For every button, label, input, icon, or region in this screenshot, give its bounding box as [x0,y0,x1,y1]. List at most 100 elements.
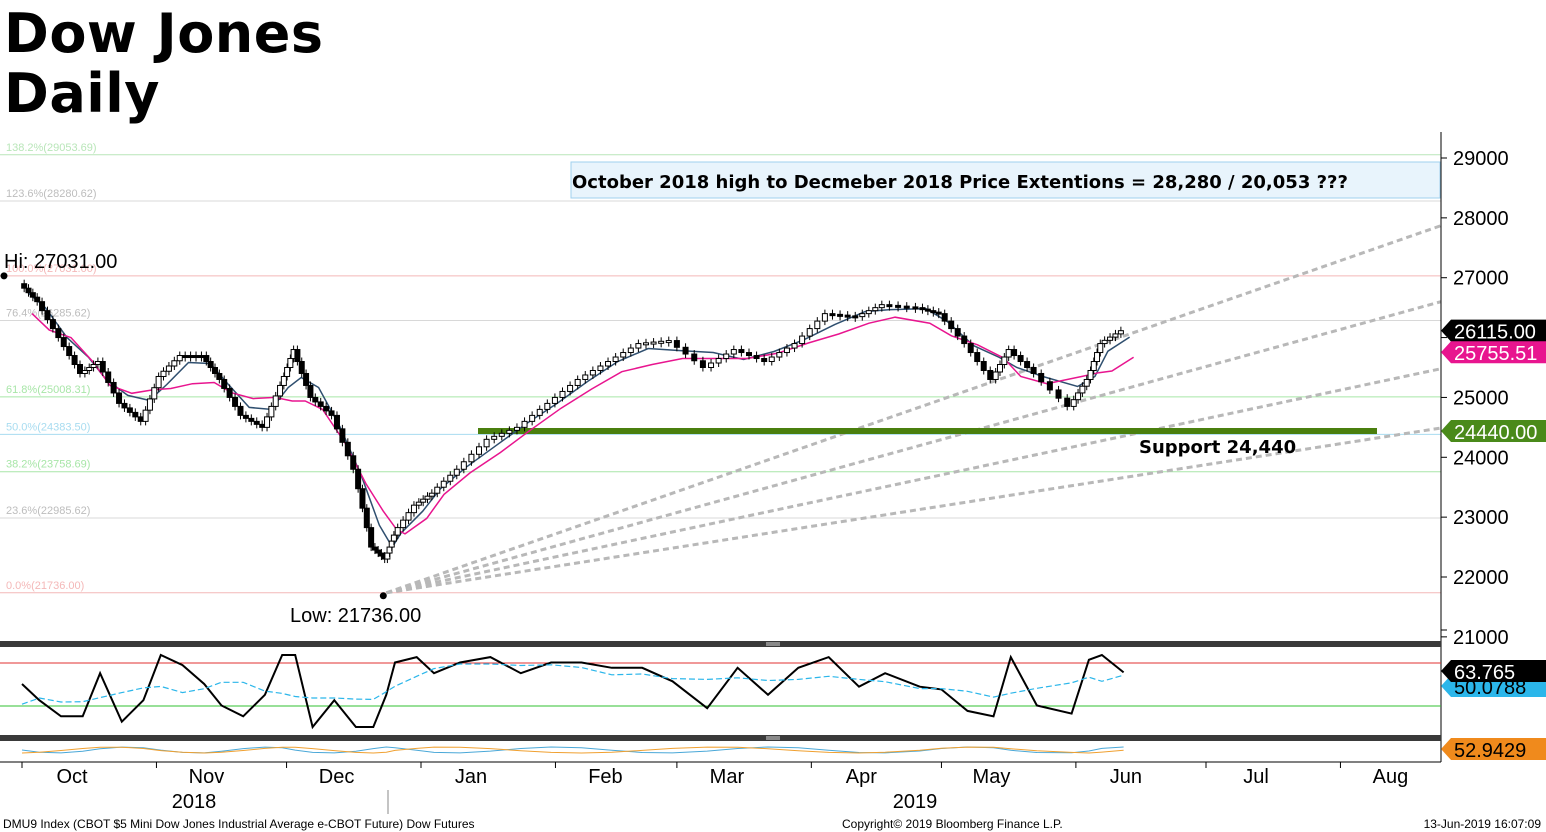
candle-body [268,405,275,418]
candle-body [29,292,36,298]
candle-body [886,304,893,308]
candle-body [930,310,937,314]
year-label: 2018 [172,791,217,813]
y-tick-label: 27000 [1453,268,1509,290]
x-tick-label: Jun [1110,766,1142,788]
candle-body [171,360,178,367]
candle-body [859,313,866,318]
candle-body [597,365,604,371]
candle-body [992,371,999,380]
candle-body [935,311,942,315]
panel-divider-1-grip[interactable] [766,642,780,646]
candle-body [99,361,106,373]
candle-body [612,356,619,363]
panel-divider-2-grip[interactable] [766,736,780,740]
candle-body [948,320,955,330]
candle-body [1055,389,1062,399]
candle-body [264,416,271,428]
y-tick-label: 25000 [1453,387,1509,409]
candle-body [919,307,926,311]
candle-body [768,356,775,363]
oscillator-badge-bg [1441,738,1546,760]
candle-body [193,355,200,359]
last-price-badge-bg [1441,319,1546,342]
candle-body [287,358,294,368]
support-label: Support 24,440 [1139,437,1296,458]
candle-body [39,301,46,312]
candle-body [605,361,612,367]
candle-body [378,552,385,557]
support-badge-text: 24440.00 [1454,422,1537,444]
x-tick-label: Mar [710,766,745,788]
candle-body [323,405,330,412]
candle-body [272,395,279,407]
candle-body [121,402,128,409]
candle-body [368,527,375,548]
candle-body [207,361,214,368]
candle-body [806,328,813,337]
rsi-average-badge-text: 50.0788 [1454,677,1526,699]
candle-body [116,392,123,404]
candle-body [1083,378,1090,387]
candle-body [814,320,821,330]
high-marker [0,272,8,280]
candle-body [878,304,885,309]
candle-body [1017,355,1024,363]
x-tick-label: Jan [455,766,487,788]
candle-body [536,408,543,416]
candle-body [280,375,287,386]
candle-body [333,414,340,430]
y-tick-label: 28000 [1453,208,1509,230]
candle-body [865,310,872,315]
candle-body [105,371,112,383]
candle-body [21,283,28,289]
candle-body [232,396,239,407]
candle-body [1094,352,1101,363]
candle-body [277,384,284,397]
x-tick-label: Jul [1243,766,1269,788]
x-tick-label: Nov [189,766,225,788]
y-tick-label: 22000 [1453,567,1509,589]
candle-body [513,426,520,431]
candle-body [903,305,910,309]
candle-body [1097,343,1104,354]
candle-body [844,314,851,318]
candle-body [344,441,351,457]
candle-body [34,296,41,303]
candle-body [1038,372,1045,383]
candle-body [635,343,642,349]
candle-body [317,401,324,407]
high-label: Hi: 27031.00 [4,251,117,273]
candle-body [460,461,467,470]
candle-body [187,355,194,359]
candle-body [1079,385,1086,394]
candle-body [248,417,255,422]
candle-body [1090,361,1097,371]
x-tick-label: Dec [319,766,355,788]
candle-body [86,366,93,371]
candle-body [151,387,158,400]
candle-body [221,378,228,389]
candle-body [1070,399,1077,407]
candle-body [589,369,596,376]
fib-label: 61.8%(25008.31) [6,384,90,396]
candle-body [176,355,183,362]
candle-body [203,355,210,363]
candle-body [390,534,397,542]
candle-body [658,340,665,344]
candle-body [699,360,706,368]
candle-body [253,420,260,425]
candle-body [420,498,427,503]
candle-body [745,352,752,357]
candle-body [872,307,879,312]
candle-body [483,438,490,448]
candle-body [708,362,715,368]
trend-fan-line [386,426,1442,595]
candle-body [160,370,167,377]
candle-body [642,342,649,346]
trend-fan-line [385,300,1442,595]
y-tick-label: 24000 [1453,447,1509,469]
candle-body [1064,397,1071,407]
extension-note-box [570,161,1441,199]
candle-body [723,353,730,360]
